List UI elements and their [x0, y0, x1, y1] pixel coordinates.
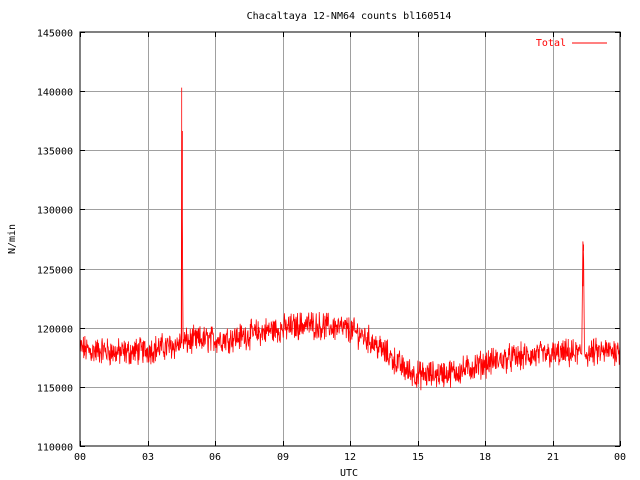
y-tick-label: 145000 — [37, 29, 73, 40]
x-tick-label: 09 — [277, 452, 289, 463]
y-tick-label: 135000 — [37, 147, 73, 158]
y-tick-label: 125000 — [37, 266, 73, 277]
y-tick-label: 130000 — [37, 206, 73, 217]
y-tick-label: 140000 — [37, 88, 73, 99]
data-series — [79, 87, 621, 391]
x-tick-label: 03 — [142, 452, 154, 463]
x-tick-label: 21 — [547, 452, 559, 463]
axis-ticks — [80, 32, 621, 447]
legend-label-total: Total — [536, 38, 566, 49]
legend: Total — [536, 38, 607, 49]
x-tick-label: 12 — [344, 452, 356, 463]
series-line-total — [79, 87, 621, 391]
x-tick-label: 06 — [209, 452, 221, 463]
y-tick-label: 115000 — [37, 384, 73, 395]
y-tick-label: 120000 — [37, 325, 73, 336]
x-tick-label: 00 — [74, 452, 86, 463]
y-axis-label: N/min — [7, 224, 18, 254]
x-tick-labels: 00 03 06 09 12 15 18 21 00 — [74, 452, 626, 463]
y-tick-label: 110000 — [37, 443, 73, 454]
x-tick-label: 00 — [614, 452, 626, 463]
chart-title: Chacaltaya 12-NM64 counts bl160514 — [247, 11, 452, 22]
x-axis-label: UTC — [340, 468, 358, 479]
x-tick-label: 15 — [412, 452, 424, 463]
y-tick-labels: 110000 115000 120000 125000 130000 135000 1400… — [37, 29, 73, 454]
grid-lines — [80, 32, 620, 446]
x-tick-label: 18 — [479, 452, 491, 463]
